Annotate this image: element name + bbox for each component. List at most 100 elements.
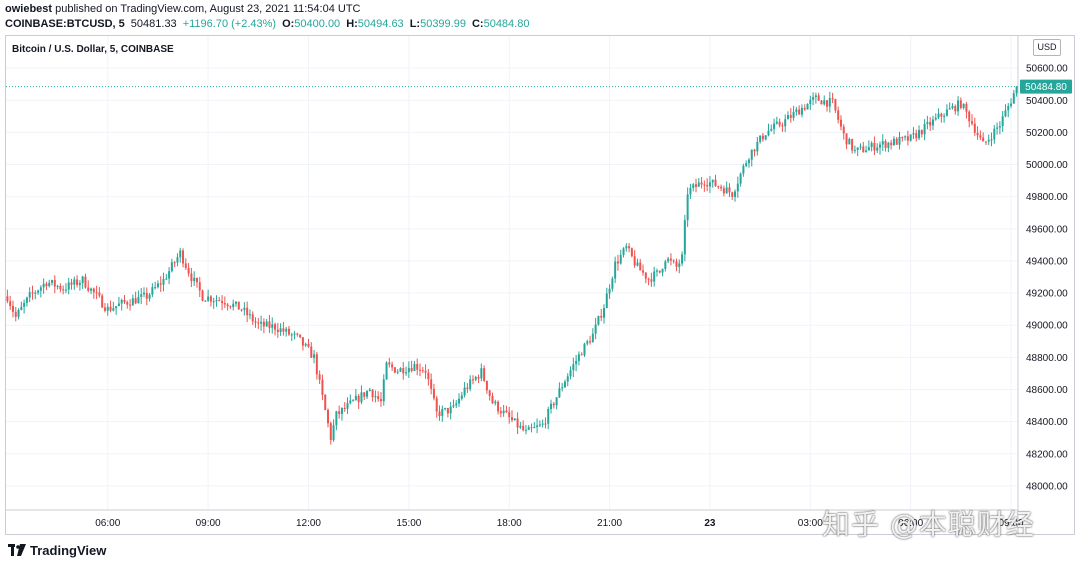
candle-body bbox=[156, 283, 159, 288]
candle-body bbox=[109, 306, 112, 311]
candle-body bbox=[926, 122, 929, 124]
candle-body bbox=[1001, 116, 1004, 127]
candle-body bbox=[62, 289, 65, 291]
candle-body bbox=[23, 302, 26, 307]
candle-body bbox=[56, 285, 59, 287]
open-label: O: bbox=[282, 18, 295, 30]
candle-body bbox=[218, 300, 221, 302]
candle-body bbox=[399, 368, 402, 372]
candle-body bbox=[658, 270, 661, 273]
candle-body bbox=[34, 292, 37, 294]
candle-body bbox=[1010, 103, 1013, 106]
tradingview-logo-text[interactable]: TradingView bbox=[30, 542, 107, 558]
candle-body bbox=[920, 130, 923, 135]
candle-body bbox=[435, 398, 438, 412]
candle-body bbox=[432, 388, 435, 399]
candle-body bbox=[851, 139, 854, 151]
candle-body bbox=[664, 261, 667, 269]
candle-body bbox=[982, 137, 985, 142]
candle-body bbox=[937, 113, 940, 118]
candle-body bbox=[934, 117, 937, 120]
candle-body bbox=[968, 111, 971, 122]
y-tick-label: 49200.00 bbox=[1026, 289, 1068, 300]
watermark-text: 知乎 @本聪财经 bbox=[822, 508, 1035, 541]
candle-body bbox=[285, 328, 288, 332]
candle-body bbox=[391, 364, 394, 368]
y-tick-label: 48800.00 bbox=[1026, 353, 1068, 364]
candle-body bbox=[276, 329, 279, 333]
candle-body bbox=[140, 294, 143, 297]
candle-body bbox=[669, 258, 672, 261]
candle-body bbox=[366, 391, 369, 397]
candle-body bbox=[271, 324, 274, 328]
candle-body bbox=[544, 423, 547, 425]
candle-body bbox=[720, 186, 723, 189]
candle-body bbox=[826, 100, 829, 107]
candle-body bbox=[234, 301, 238, 304]
candle-body bbox=[747, 159, 750, 164]
candle-body bbox=[745, 163, 748, 166]
candle-body bbox=[993, 128, 996, 140]
candle-body bbox=[753, 149, 756, 152]
candle-body bbox=[474, 377, 477, 380]
currency-button[interactable]: USD bbox=[1033, 39, 1061, 56]
candle-body bbox=[589, 341, 592, 343]
candle-body bbox=[572, 364, 575, 371]
candle-body bbox=[706, 185, 709, 187]
y-tick-label: 50000.00 bbox=[1026, 160, 1068, 171]
candle-body bbox=[931, 119, 934, 126]
candle-body bbox=[265, 321, 268, 327]
candle-body bbox=[516, 418, 519, 428]
candle-body bbox=[636, 262, 639, 266]
candle-body bbox=[792, 111, 795, 118]
candle-body bbox=[1012, 93, 1015, 104]
candle-body bbox=[53, 280, 56, 287]
candle-body bbox=[639, 262, 642, 271]
candle-body bbox=[430, 379, 433, 389]
candle-body bbox=[458, 398, 461, 404]
candle-body bbox=[170, 262, 173, 272]
candle-body bbox=[477, 377, 480, 379]
candle-body bbox=[940, 113, 943, 117]
candle-body bbox=[182, 250, 185, 264]
candle-body bbox=[112, 308, 115, 311]
candle-body bbox=[483, 368, 486, 381]
candle-body bbox=[742, 165, 745, 174]
candle-body bbox=[750, 149, 753, 160]
candle-body bbox=[268, 321, 271, 328]
candle-body bbox=[142, 292, 146, 295]
tradingview-logo-icon[interactable] bbox=[8, 544, 26, 556]
candle-body bbox=[918, 130, 921, 139]
candle-body bbox=[895, 138, 898, 145]
candle-body bbox=[575, 360, 578, 365]
candle-body bbox=[962, 103, 965, 108]
candle-body bbox=[187, 267, 190, 274]
y-tick-label: 49600.00 bbox=[1026, 224, 1068, 235]
candle-body bbox=[653, 271, 656, 282]
candle-body bbox=[522, 425, 525, 431]
candle-body bbox=[561, 387, 564, 389]
publisher-name[interactable]: owiebest bbox=[5, 3, 53, 15]
candle-body bbox=[583, 343, 586, 356]
candle-body bbox=[881, 141, 884, 145]
candle-body bbox=[45, 283, 48, 287]
candle-body bbox=[377, 396, 380, 400]
candle-body bbox=[998, 126, 1001, 128]
candle-body bbox=[413, 364, 416, 371]
candle-body bbox=[37, 290, 40, 293]
candle-body bbox=[530, 427, 533, 429]
candle-body bbox=[340, 407, 343, 414]
candle-body bbox=[586, 341, 589, 344]
candle-body bbox=[67, 282, 70, 290]
candle-body bbox=[480, 368, 483, 379]
candle-body bbox=[703, 184, 706, 186]
candle-body bbox=[162, 278, 165, 285]
candle-body bbox=[363, 392, 366, 397]
candle-body bbox=[332, 425, 335, 441]
candle-body bbox=[195, 277, 198, 283]
chart-frame[interactable] bbox=[5, 35, 1075, 535]
candle-body bbox=[672, 260, 675, 262]
candle-body bbox=[201, 290, 204, 301]
candle-body bbox=[491, 395, 494, 404]
